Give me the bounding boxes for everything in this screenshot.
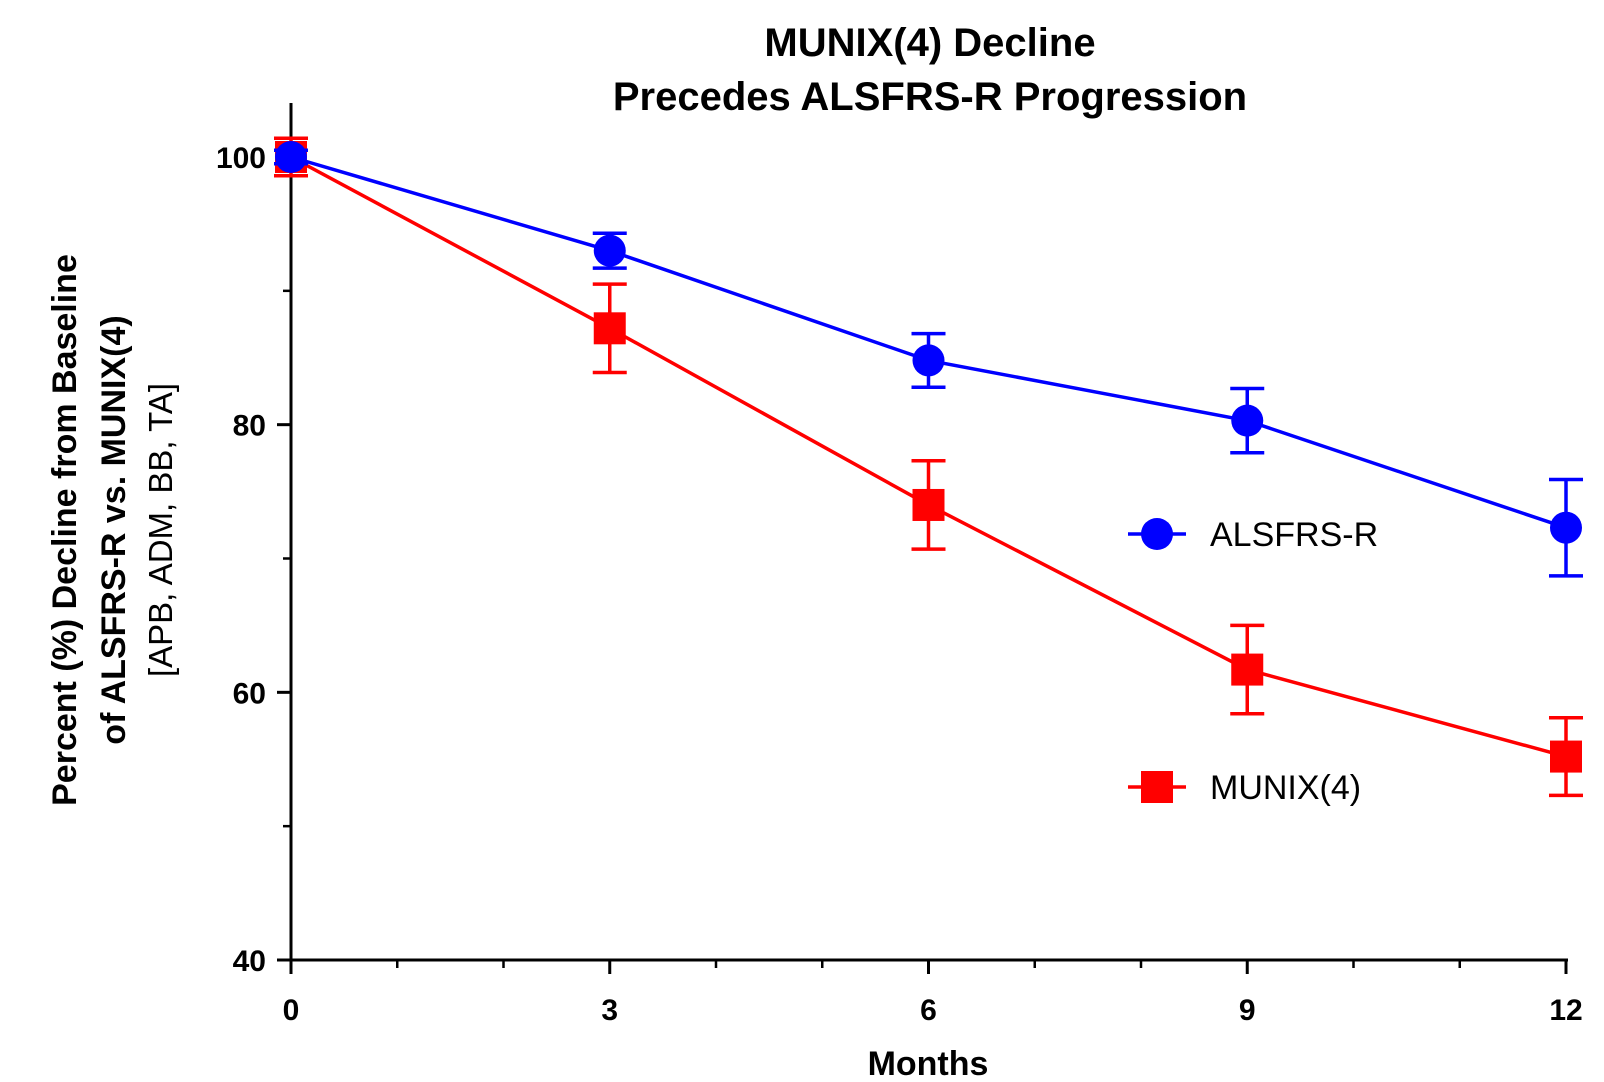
data-point-munix-4 bbox=[593, 312, 626, 345]
legend-label: MUNIX(4) bbox=[1210, 769, 1361, 807]
chart-title-line-1: MUNIX(4) Decline bbox=[764, 21, 1095, 65]
data-point-munix-4 bbox=[1231, 653, 1264, 686]
y-tick-label: 80 bbox=[233, 410, 266, 443]
y-tick-label: 40 bbox=[233, 945, 266, 978]
x-axis-label: Months bbox=[868, 1045, 989, 1082]
x-tick-label: 3 bbox=[601, 994, 618, 1027]
data-point-alsfrs-r bbox=[275, 141, 307, 173]
legend-item-alsfrs-r: ALSFRS-R bbox=[1128, 516, 1378, 554]
series-alsfrs-r bbox=[274, 141, 1583, 578]
legend: ALSFRS-R MUNIX(4) bbox=[1128, 516, 1378, 807]
chart-title-line-2: Precedes ALSFRS-R Progression bbox=[613, 75, 1247, 119]
x-tick-label: 0 bbox=[283, 994, 300, 1027]
axis-ticks: 0 3 6 9 12 40 60 80 100 bbox=[216, 142, 1583, 1027]
data-point-alsfrs-r bbox=[1231, 404, 1264, 437]
x-tick-label: 6 bbox=[920, 994, 937, 1027]
data-point-munix-4 bbox=[1550, 740, 1582, 773]
data-point-munix-4 bbox=[912, 488, 945, 521]
data-point-alsfrs-r bbox=[1550, 511, 1582, 544]
legend-marker bbox=[1141, 518, 1173, 550]
legend-item-munix-4: MUNIX(4) bbox=[1128, 769, 1361, 807]
legend-marker bbox=[1141, 771, 1173, 803]
y-tick-label: 60 bbox=[233, 677, 266, 710]
data-point-alsfrs-r bbox=[593, 234, 626, 267]
data-point-alsfrs-r bbox=[912, 344, 945, 377]
y-axis-label-line-2: of ALSFRS-R vs. MUNIX(4) bbox=[95, 315, 133, 744]
y-axis-label-line-3: [APB, ADM, BB, TA] bbox=[142, 383, 179, 677]
data-series bbox=[274, 136, 1583, 798]
y-tick-label: 100 bbox=[216, 142, 266, 175]
y-axis-label-line-1: Percent (%) Decline from Baseline bbox=[46, 254, 84, 806]
x-tick-label: 12 bbox=[1549, 994, 1582, 1027]
x-tick-label: 9 bbox=[1239, 994, 1256, 1027]
series-line-munix-4 bbox=[290, 155, 1567, 759]
legend-label: ALSFRS-R bbox=[1210, 516, 1378, 554]
